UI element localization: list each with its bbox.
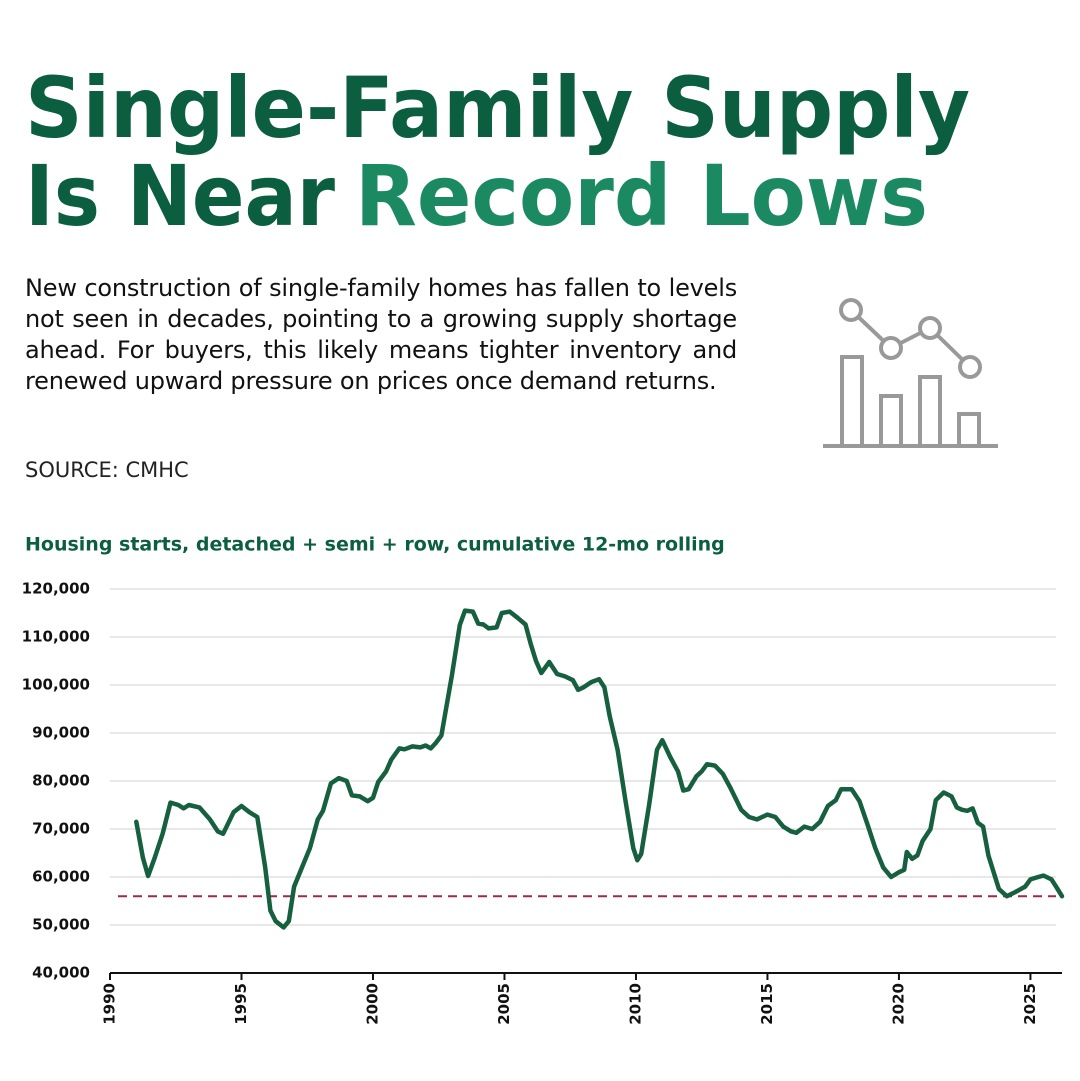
x-tick-label: 1990: [101, 983, 119, 1025]
x-tick-label: 2020: [889, 983, 907, 1025]
title-line: Single-Family Supply: [25, 59, 970, 157]
y-tick-label: 90,000: [32, 724, 90, 742]
y-tick-label: 100,000: [22, 676, 90, 694]
title-highlight: Record Lows: [355, 147, 928, 245]
x-tick-label: 1995: [232, 983, 250, 1025]
x-tick-label: 2015: [758, 983, 776, 1025]
y-tick-label: 50,000: [32, 916, 90, 934]
y-tick-label: 120,000: [22, 580, 90, 598]
chart-title: Housing starts, detached + semi + row, c…: [25, 534, 725, 556]
y-tick-label: 80,000: [32, 772, 90, 790]
y-tick-label: 110,000: [22, 628, 90, 646]
x-tick-label: 2025: [1021, 983, 1039, 1025]
y-tick-label: 60,000: [32, 868, 90, 886]
data-line: [134, 608, 1065, 930]
description: New construction of single-family homes …: [25, 274, 737, 395]
x-tick-label: 2000: [363, 983, 381, 1025]
x-tick-label: 2005: [495, 983, 513, 1025]
x-tick-label: 2010: [626, 983, 644, 1025]
y-tick-label: 70,000: [32, 820, 90, 838]
chart-icon: [823, 298, 998, 448]
y-tick-label: 40,000: [32, 964, 90, 982]
source: SOURCE: CMHC: [25, 458, 189, 482]
title-line: Is Near: [25, 147, 336, 245]
